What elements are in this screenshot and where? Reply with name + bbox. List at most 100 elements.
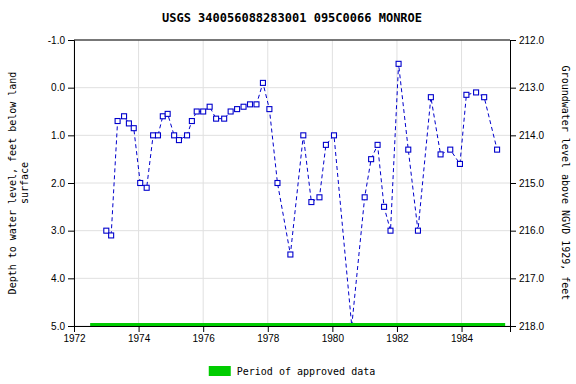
marker bbox=[457, 161, 462, 166]
marker bbox=[176, 138, 181, 143]
marker bbox=[160, 114, 165, 119]
marker bbox=[288, 252, 293, 257]
marker bbox=[104, 228, 109, 233]
tick: 1976 bbox=[193, 326, 216, 344]
marker bbox=[172, 133, 177, 138]
marker bbox=[165, 111, 170, 116]
marker bbox=[248, 102, 253, 107]
tick: 1982 bbox=[386, 326, 409, 344]
marks bbox=[90, 61, 505, 326]
tick-label: 1972 bbox=[63, 333, 86, 344]
tick-mark bbox=[397, 326, 398, 332]
tick-label: 3.0 bbox=[51, 225, 65, 236]
marker bbox=[415, 228, 420, 233]
grid-line-y bbox=[74, 87, 510, 88]
approved-period bbox=[90, 323, 505, 326]
tick-mark bbox=[68, 183, 74, 184]
tick: 2.0 bbox=[51, 178, 74, 189]
tick-label: 214.0 bbox=[519, 130, 544, 141]
marker bbox=[131, 126, 136, 131]
marker bbox=[369, 157, 374, 162]
tick: 1980 bbox=[322, 326, 345, 344]
marker bbox=[495, 147, 500, 152]
tick-mark bbox=[203, 326, 204, 332]
tick: 4.0 bbox=[51, 273, 74, 284]
tick-mark bbox=[68, 278, 74, 279]
marker bbox=[260, 80, 265, 85]
legend-label: Period of approved data bbox=[237, 366, 375, 377]
tick-label: 1984 bbox=[451, 333, 474, 344]
tick-mark bbox=[68, 135, 74, 136]
marker bbox=[362, 195, 367, 200]
y2-axis-title: Groundwater level above NGVD 1929, feet bbox=[560, 66, 571, 301]
tick: 1974 bbox=[128, 326, 151, 344]
y-axis: -1.0 0.0 1.0 2.0 3.0 4.0 5.0 bbox=[48, 35, 75, 332]
marker bbox=[109, 233, 114, 238]
tick-label: 1982 bbox=[386, 333, 409, 344]
x-axis: 1972 1974 1976 1978 1980 1982 1984 bbox=[63, 326, 510, 344]
tick-mark bbox=[510, 278, 516, 279]
tick: 1984 bbox=[451, 326, 474, 344]
tick-label: 213.0 bbox=[519, 82, 544, 93]
tick-mark bbox=[462, 326, 463, 332]
marker bbox=[388, 228, 393, 233]
marker bbox=[214, 116, 219, 121]
tick: 0.0 bbox=[51, 82, 74, 93]
title: USGS 340056088283001 095C0066 MONROE bbox=[162, 11, 422, 25]
grid-line-y bbox=[74, 40, 510, 41]
marker bbox=[448, 147, 453, 152]
tick-label: 1980 bbox=[322, 333, 345, 344]
tick-label: -1.0 bbox=[48, 35, 66, 46]
marker bbox=[323, 142, 328, 147]
tick-label: 216.0 bbox=[519, 225, 544, 236]
tick: 212.0 bbox=[510, 35, 544, 46]
marker bbox=[115, 119, 120, 124]
series-line bbox=[106, 64, 497, 326]
tick: 1978 bbox=[257, 326, 280, 344]
tick-mark bbox=[68, 326, 74, 327]
tick-mark bbox=[68, 88, 74, 89]
tick-mark bbox=[332, 326, 333, 332]
grid-line-y bbox=[74, 230, 510, 231]
axis-line bbox=[68, 41, 75, 327]
tick-label: 5.0 bbox=[51, 321, 65, 332]
tick-label: 1974 bbox=[128, 333, 151, 344]
tick-mark bbox=[510, 88, 516, 89]
marker bbox=[254, 102, 259, 107]
tick: 217.0 bbox=[510, 273, 544, 284]
marker bbox=[382, 204, 387, 209]
tick: 215.0 bbox=[510, 178, 544, 189]
marker bbox=[474, 90, 479, 95]
marker bbox=[317, 195, 322, 200]
legend: Period of approved data bbox=[209, 366, 375, 377]
tick-label: 217.0 bbox=[519, 273, 544, 284]
tick-label: 212.0 bbox=[519, 35, 544, 46]
marker bbox=[155, 133, 160, 138]
marker bbox=[235, 107, 240, 112]
tick-label: 4.0 bbox=[51, 273, 65, 284]
marker bbox=[122, 114, 127, 119]
tick-mark bbox=[510, 326, 516, 327]
marker bbox=[438, 152, 443, 157]
tick-label: 1978 bbox=[257, 333, 280, 344]
tick: 216.0 bbox=[510, 225, 544, 236]
marker bbox=[228, 109, 233, 114]
tick: -1.0 bbox=[48, 35, 74, 46]
tick-mark bbox=[510, 40, 516, 41]
marker bbox=[144, 185, 149, 190]
tick-label: 218.0 bbox=[519, 321, 544, 332]
tick-label: 0.0 bbox=[51, 82, 65, 93]
tick-label: 1976 bbox=[193, 333, 216, 344]
y-axis-title: Depth to water level, feet below landsur… bbox=[7, 72, 30, 295]
marker bbox=[375, 142, 380, 147]
tick-mark bbox=[139, 326, 140, 332]
marker bbox=[301, 133, 306, 138]
frame-top bbox=[74, 40, 510, 41]
tick-label: 1.0 bbox=[51, 130, 65, 141]
tick: 218.0 bbox=[510, 321, 544, 332]
axis-line bbox=[75, 327, 511, 333]
grid-line-y bbox=[74, 135, 510, 136]
grid bbox=[74, 40, 510, 326]
marker bbox=[185, 133, 190, 138]
marker bbox=[406, 147, 411, 152]
